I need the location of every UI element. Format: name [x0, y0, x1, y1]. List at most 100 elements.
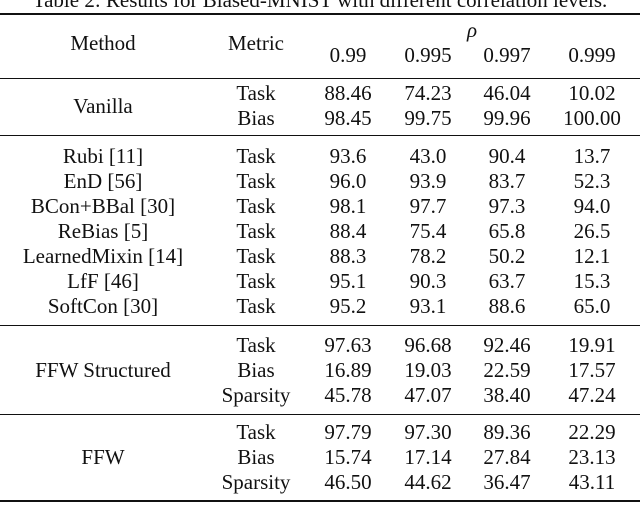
cell-value: 46.04 [483, 81, 531, 105]
cell-value: 97.79 [324, 420, 372, 444]
top-rule [0, 13, 640, 15]
cell-value: 93.9 [409, 169, 447, 193]
cell-value: 99.96 [483, 106, 531, 130]
cell-value: 44.62 [404, 470, 452, 494]
group-rule [0, 414, 640, 415]
cell-value: 10.02 [568, 81, 616, 105]
cell-value: 13.7 [573, 144, 611, 168]
header-rule [0, 78, 640, 79]
metric: Task [236, 244, 276, 268]
header-rho: ρ [466, 18, 478, 42]
cell-value: 95.1 [329, 269, 367, 293]
cell-value: 88.4 [329, 219, 367, 243]
metric: Task [236, 194, 276, 218]
metric: Task [236, 144, 276, 168]
group-rule [0, 325, 640, 326]
metric: Sparsity [221, 470, 291, 494]
metric: Task [236, 269, 276, 293]
group-rule [0, 135, 640, 136]
cell-value: 27.84 [483, 445, 531, 469]
method: LfF [46] [67, 269, 139, 293]
cell-value: 45.78 [324, 383, 372, 407]
cell-value: 46.50 [324, 470, 372, 494]
cell-value: 43.11 [568, 470, 616, 494]
cell-value: 100.00 [563, 106, 621, 130]
cell-value: 89.36 [483, 420, 531, 444]
group-rule [0, 500, 640, 502]
cell-value: 97.3 [488, 194, 526, 218]
method: SoftCon [30] [47, 294, 159, 318]
cell-value: 15.3 [573, 269, 611, 293]
method: FFW [81, 445, 125, 469]
cell-value: 93.1 [409, 294, 447, 318]
metric: Task [236, 169, 276, 193]
metric: Task [236, 294, 276, 318]
metric: Task [236, 420, 276, 444]
cell-value: 65.0 [573, 294, 611, 318]
header-level: 0.999 [568, 43, 616, 67]
cell-value: 98.1 [329, 194, 367, 218]
header-method: Method [70, 31, 136, 55]
cell-value: 63.7 [488, 269, 526, 293]
cell-value: 97.7 [409, 194, 447, 218]
cell-value: 15.74 [324, 445, 372, 469]
cell-value: 17.57 [568, 358, 616, 382]
cell-value: 23.13 [568, 445, 616, 469]
header-level: 0.99 [329, 43, 367, 67]
metric: Bias [237, 445, 275, 469]
cell-value: 19.91 [568, 333, 616, 357]
cell-value: 96.0 [329, 169, 367, 193]
cell-value: 88.46 [324, 81, 372, 105]
cell-value: 83.7 [488, 169, 526, 193]
method: ReBias [5] [57, 219, 149, 243]
cell-value: 36.47 [483, 470, 531, 494]
cell-value: 12.1 [573, 244, 611, 268]
method: FFW Structured [35, 358, 171, 382]
cell-value: 88.3 [329, 244, 367, 268]
cell-value: 17.14 [404, 445, 452, 469]
metric: Sparsity [221, 383, 291, 407]
cell-value: 16.89 [324, 358, 372, 382]
cell-value: 96.68 [404, 333, 452, 357]
caption: Table 2: Results for Biased-MNIST with d… [32, 0, 608, 12]
cell-value: 88.6 [488, 294, 526, 318]
metric: Bias [237, 106, 275, 130]
cell-value: 97.30 [404, 420, 452, 444]
method: EnD [56] [63, 169, 143, 193]
cell-value: 94.0 [573, 194, 611, 218]
metric: Task [236, 333, 276, 357]
header-metric: Metric [228, 31, 284, 55]
method: BCon+BBal [30] [30, 194, 176, 218]
cell-value: 26.5 [573, 219, 611, 243]
cell-value: 47.07 [404, 383, 452, 407]
cell-value: 97.63 [324, 333, 372, 357]
method: LearnedMixin [14] [22, 244, 184, 268]
cell-value: 93.6 [329, 144, 367, 168]
cell-value: 43.0 [409, 144, 447, 168]
cell-value: 65.8 [488, 219, 526, 243]
cell-value: 90.4 [488, 144, 526, 168]
cell-value: 92.46 [483, 333, 531, 357]
header-level: 0.995 [404, 43, 452, 67]
metric: Task [236, 81, 276, 105]
cell-value: 38.40 [483, 383, 531, 407]
metric: Bias [237, 358, 275, 382]
method: Vanilla [73, 93, 133, 118]
cell-value: 22.29 [568, 420, 616, 444]
cell-value: 99.75 [404, 106, 452, 130]
cell-value: 52.3 [573, 169, 611, 193]
method: Rubi [11] [62, 144, 144, 168]
cell-value: 78.2 [409, 244, 447, 268]
cell-value: 98.45 [324, 106, 372, 130]
cell-value: 74.23 [404, 81, 452, 105]
cell-value: 95.2 [329, 294, 367, 318]
metric: Task [236, 219, 276, 243]
cell-value: 90.3 [409, 269, 447, 293]
cell-value: 19.03 [404, 358, 452, 382]
cell-value: 47.24 [568, 383, 616, 407]
cell-value: 22.59 [483, 358, 531, 382]
header-level: 0.997 [483, 43, 531, 67]
cell-value: 50.2 [488, 244, 526, 268]
cell-value: 75.4 [409, 219, 447, 243]
